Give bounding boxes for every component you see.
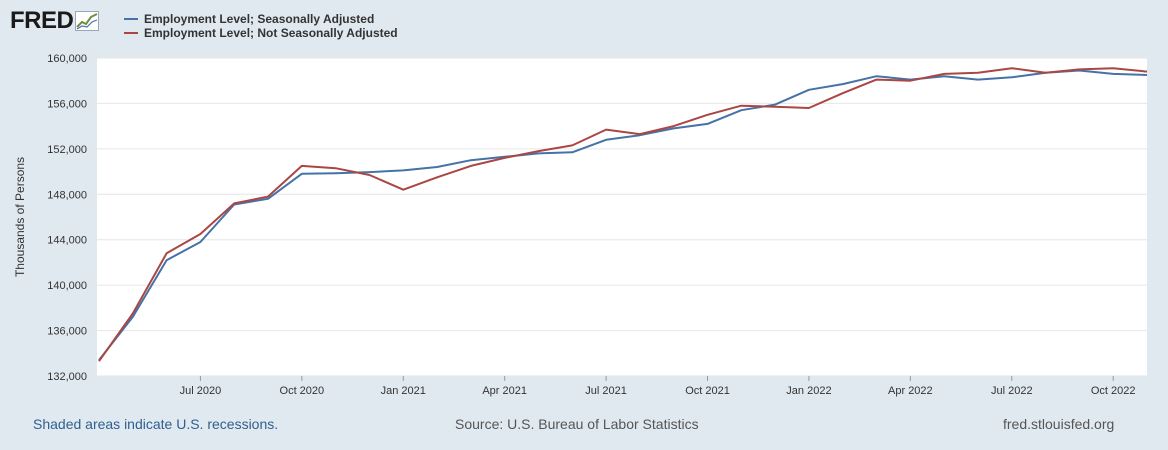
x-tick-label: Oct 2022 bbox=[1091, 385, 1136, 397]
legend-item-seasonally-adjusted[interactable]: Employment Level; Seasonally Adjusted bbox=[124, 12, 398, 26]
series-line-seasonally-adjusted[interactable] bbox=[98, 69, 1148, 361]
x-tick-label: Apr 2021 bbox=[482, 385, 527, 397]
series-lines bbox=[98, 67, 1148, 362]
x-tick-label: Jul 2022 bbox=[991, 385, 1033, 397]
y-tick-label: 160,000 bbox=[47, 53, 87, 65]
x-tick-label: Jan 2021 bbox=[381, 385, 426, 397]
y-tick-label: 156,000 bbox=[47, 98, 87, 110]
y-axis-ticks: 132,000 136,000 140,000 144,000 148,000 152,0… bbox=[47, 53, 87, 383]
x-tick-label: Oct 2021 bbox=[685, 385, 730, 397]
x-tick-label: Jul 2021 bbox=[585, 385, 627, 397]
recession-note-link[interactable]: Shaded areas indicate U.S. recessions. bbox=[33, 416, 279, 432]
y-tick-label: 136,000 bbox=[47, 326, 87, 338]
fred-logo-text: FRED bbox=[10, 7, 74, 34]
chart-legend: Employment Level; Seasonally Adjusted Em… bbox=[124, 12, 398, 40]
legend-swatch-nsa bbox=[124, 32, 138, 34]
y-tick-label: 140,000 bbox=[47, 280, 87, 292]
y-tick-label: 152,000 bbox=[47, 144, 87, 156]
fred-site-link[interactable]: fred.stlouisfed.org bbox=[1003, 416, 1115, 432]
x-tick-label: Apr 2022 bbox=[888, 385, 933, 397]
source-note: Source: U.S. Bureau of Labor Statistics bbox=[455, 416, 699, 432]
legend-label-nsa: Employment Level; Not Seasonally Adjuste… bbox=[144, 26, 398, 40]
x-tick-label: Jul 2020 bbox=[180, 385, 222, 397]
line-chart: 132,000 136,000 140,000 144,000 148,000 152,0… bbox=[13, 53, 1148, 397]
legend-item-not-seasonally-adjusted[interactable]: Employment Level; Not Seasonally Adjuste… bbox=[124, 26, 398, 40]
x-tick-label: Jan 2022 bbox=[786, 385, 831, 397]
grid-lines bbox=[97, 57, 1147, 377]
legend-label-sa: Employment Level; Seasonally Adjusted bbox=[144, 12, 375, 26]
fred-logo[interactable]: FRED bbox=[10, 7, 100, 34]
chart-line-icon bbox=[75, 11, 100, 31]
plot-area bbox=[97, 58, 1147, 376]
y-axis-label: Thousands of Persons bbox=[13, 157, 27, 277]
y-tick-label: 144,000 bbox=[47, 235, 87, 247]
series-line-not-seasonally-adjusted[interactable] bbox=[98, 67, 1148, 362]
y-tick-label: 132,000 bbox=[47, 371, 87, 383]
y-tick-label: 148,000 bbox=[47, 189, 87, 201]
legend-swatch-sa bbox=[124, 18, 138, 20]
x-axis-ticks: Jul 2020 Oct 2020 Jan 2021 Apr 2021 Jul 2021… bbox=[180, 376, 1136, 397]
x-tick-label: Oct 2020 bbox=[280, 385, 325, 397]
